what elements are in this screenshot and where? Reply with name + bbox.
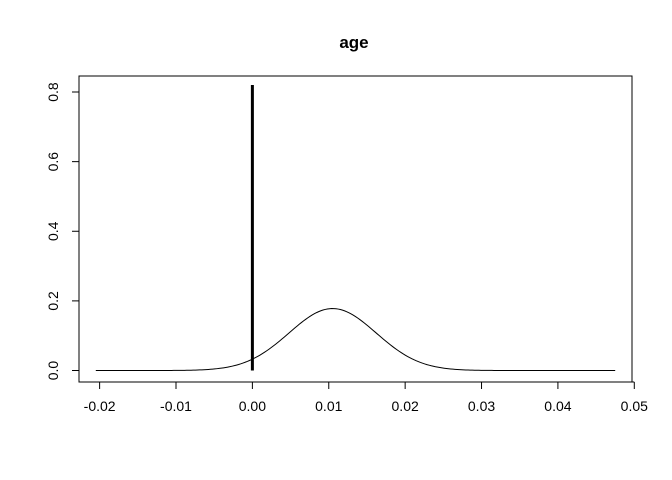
x-tick-label: -0.01 (160, 398, 192, 414)
x-tick-label: 0.01 (315, 398, 342, 414)
chart-title: age (339, 33, 368, 52)
y-tick-label: 0.2 (45, 291, 61, 311)
plot-area-frame (78, 75, 633, 383)
y-tick-label: 0.6 (45, 152, 61, 172)
x-tick-label: 0.02 (392, 398, 419, 414)
chart-marks (95, 85, 616, 372)
y-tick-label: 0.0 (45, 361, 61, 381)
x-tick-label: 0.03 (468, 398, 495, 414)
x-tick-label: -0.02 (84, 398, 116, 414)
density-curve (95, 308, 616, 372)
axes: -0.02 -0.01 0.00 0.01 0.02 0.03 0.04 0.05 0.0 0.2… (45, 82, 648, 414)
x-tick-label: 0.04 (544, 398, 571, 414)
y-tick-label: 0.8 (45, 82, 61, 102)
x-tick-label: 0.05 (621, 398, 648, 414)
y-tick-label: 0.4 (45, 221, 61, 241)
x-tick-label: 0.00 (239, 398, 266, 414)
